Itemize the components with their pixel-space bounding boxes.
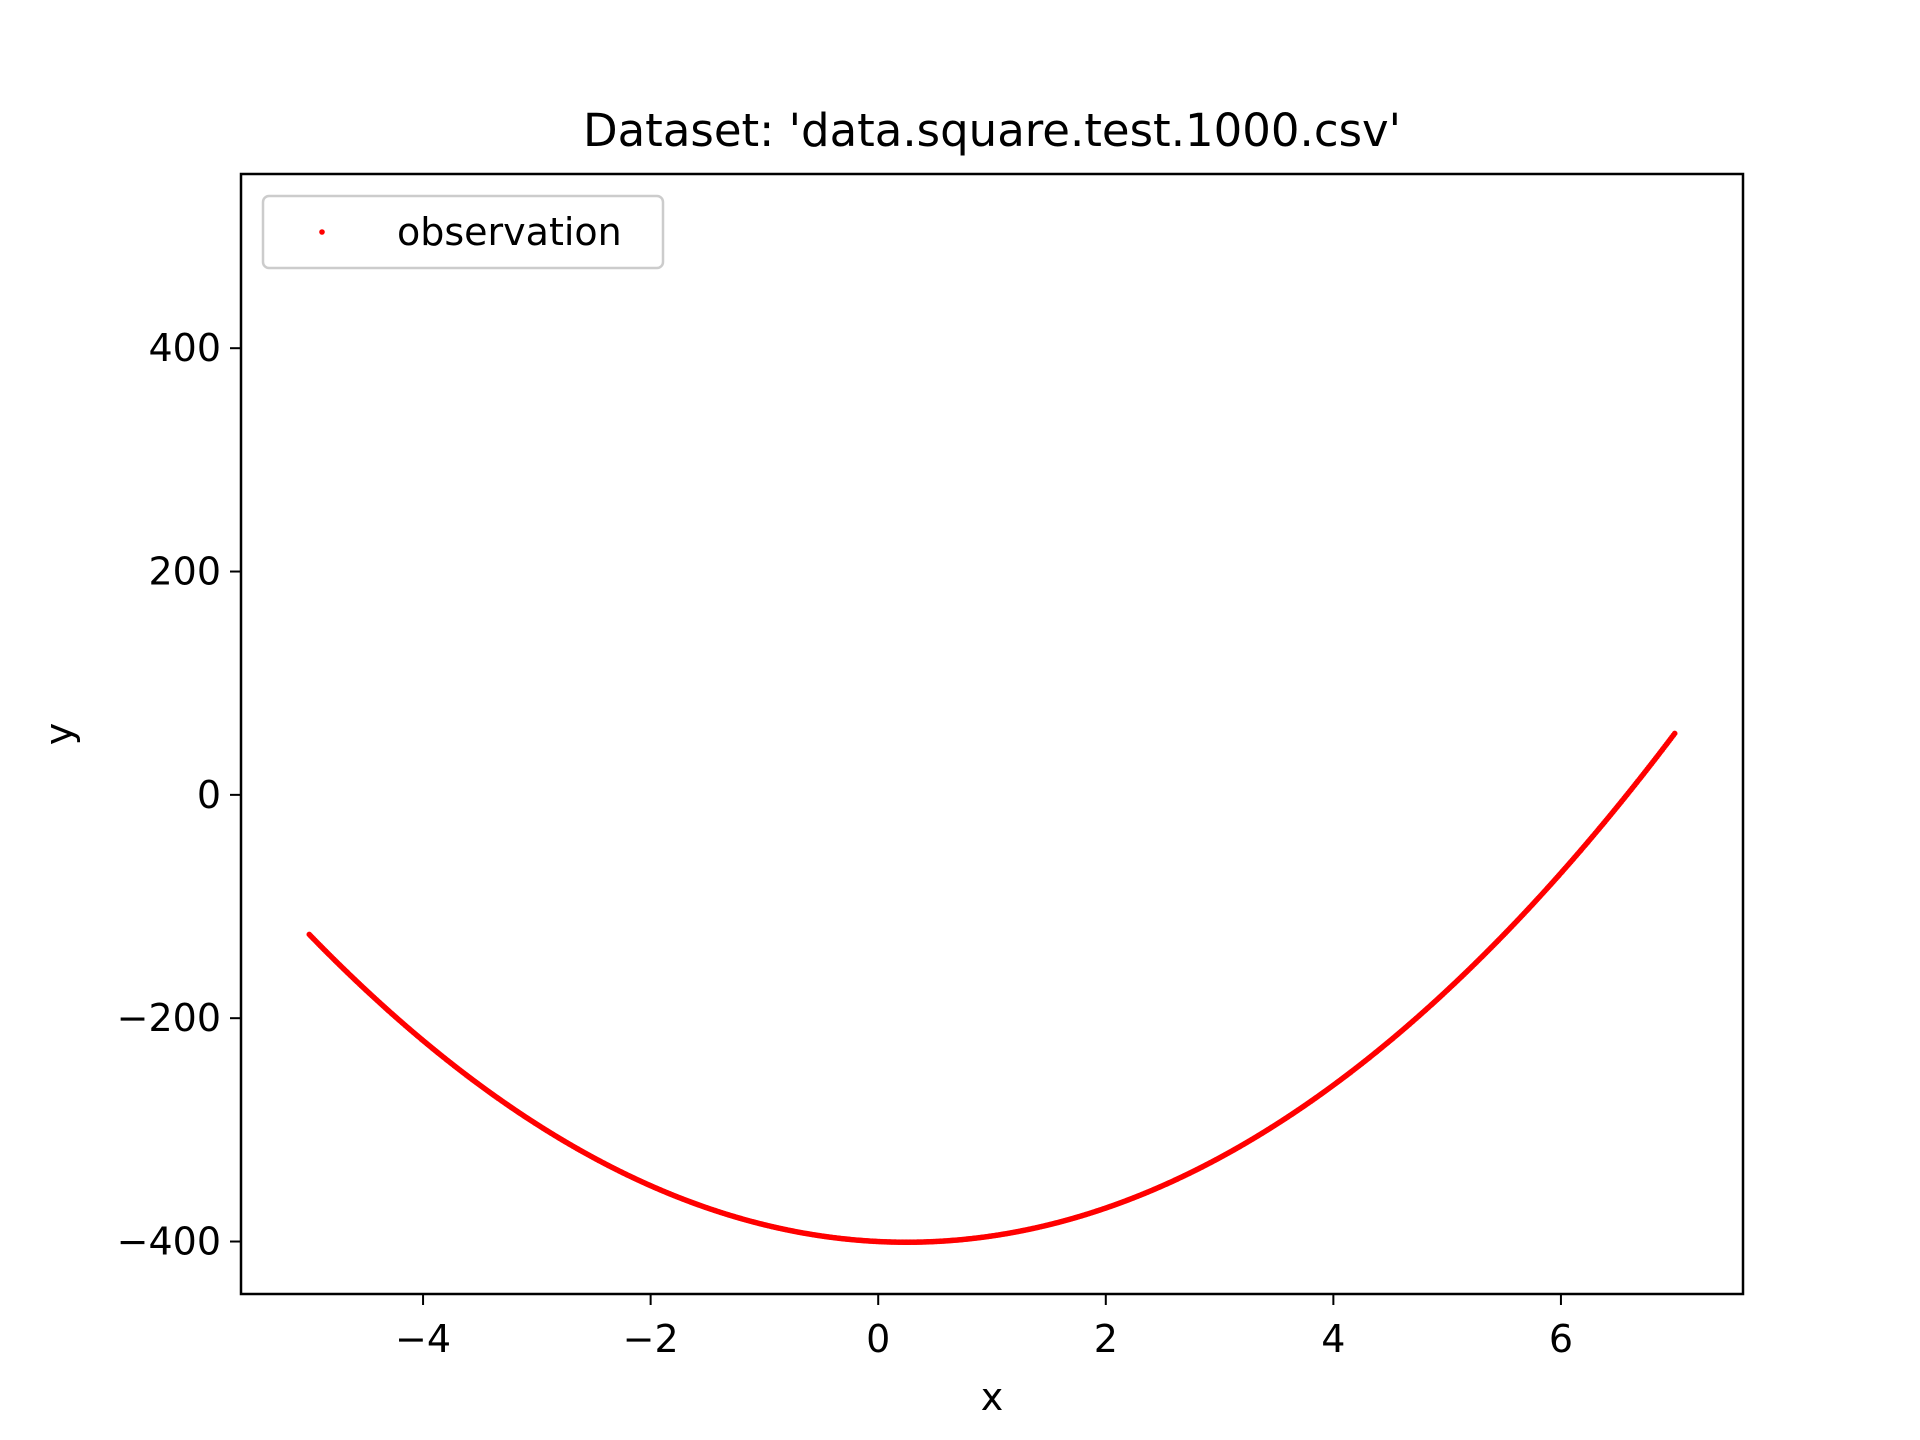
- plot-frame: [239, 172, 1745, 1296]
- data-layer: [306, 730, 1678, 1246]
- y-axis: −400 −200 0 200 400: [117, 326, 241, 1264]
- x-tick-label: 0: [866, 1317, 890, 1361]
- y-tick-label: 0: [197, 773, 221, 817]
- legend-marker-observation: [319, 229, 325, 235]
- y-axis-label: y: [37, 723, 81, 746]
- x-tick-label: 4: [1321, 1317, 1345, 1361]
- data-point: [1671, 730, 1678, 737]
- x-tick-label: −4: [395, 1317, 451, 1361]
- y-tick-label: 400: [148, 326, 221, 370]
- x-tick-label: 2: [1094, 1317, 1118, 1361]
- y-tick-label: −200: [117, 996, 221, 1040]
- x-axis-label: x: [981, 1375, 1004, 1419]
- legend-label-observation: observation: [397, 210, 622, 254]
- legend: observation: [261, 194, 665, 270]
- x-axis: −4 −2 0 2 4 6: [395, 1294, 1573, 1361]
- y-tick-label: 200: [148, 550, 221, 594]
- chart-title: Dataset: 'data.square.test.1000.csv': [583, 104, 1401, 157]
- x-tick-label: 6: [1549, 1317, 1573, 1361]
- legend-box: [261, 194, 665, 270]
- x-tick-label: −2: [623, 1317, 679, 1361]
- y-tick-label: −400: [117, 1220, 221, 1264]
